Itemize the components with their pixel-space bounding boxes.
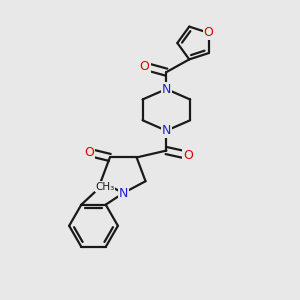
Text: N: N — [162, 124, 171, 137]
Text: CH₃: CH₃ — [95, 182, 115, 192]
Text: O: O — [84, 146, 94, 159]
Text: O: O — [140, 60, 150, 73]
Text: N: N — [162, 82, 171, 96]
Text: O: O — [183, 149, 193, 162]
Text: N: N — [118, 187, 128, 200]
Text: O: O — [204, 26, 214, 39]
